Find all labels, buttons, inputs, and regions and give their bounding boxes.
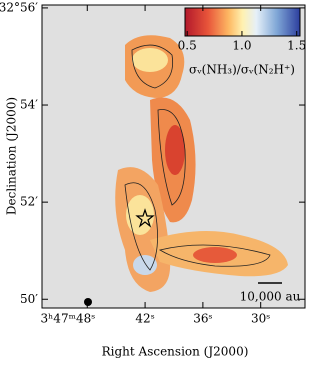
y-tick-label: 54′ xyxy=(20,98,38,112)
x-tick-label: 42ˢ xyxy=(135,312,154,326)
plot-frame xyxy=(41,4,306,309)
x-tick-label: 36ˢ xyxy=(193,312,212,326)
y-tick-label: 32°56′ xyxy=(0,0,38,14)
scalebar-label: 10,000 au xyxy=(240,290,301,304)
x-tick-label: 3ʰ47ᵐ48ˢ xyxy=(40,312,95,326)
y-tick-label: 50′ xyxy=(20,292,38,306)
x-axis-label: Right Ascension (J2000) xyxy=(102,345,249,359)
colorbar-label: σᵥ(NH₃)/σᵥ(N₂H⁺) xyxy=(189,63,295,77)
beam xyxy=(84,298,92,306)
y-tick-label: 52′ xyxy=(20,195,38,209)
colorbar xyxy=(184,7,301,37)
colorbar-tick-label: 1.0 xyxy=(232,39,251,53)
emission-map xyxy=(84,35,288,306)
star-marker xyxy=(135,208,155,228)
colorbar-tick-label: 0.5 xyxy=(178,39,197,53)
x-tick-label: 30ˢ xyxy=(251,312,270,326)
y-axis-label: Declination (J2000) xyxy=(5,97,19,215)
colorbar-tick-label: 1.5 xyxy=(287,39,306,53)
